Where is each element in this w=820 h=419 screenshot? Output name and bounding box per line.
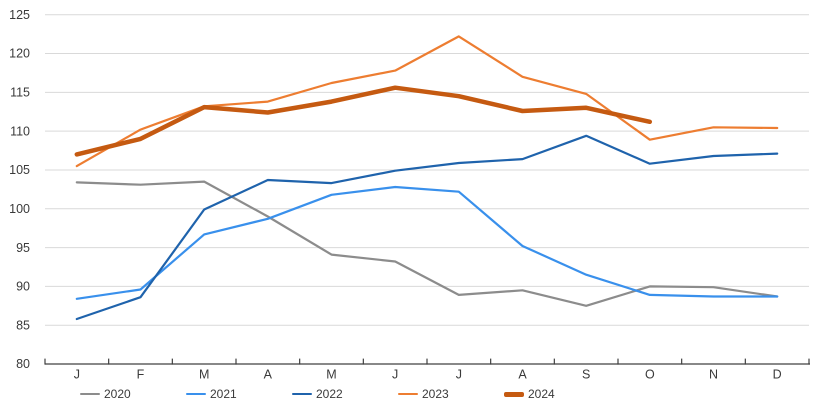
legend-swatch-2020 [80,392,100,396]
legend-label-2024: 2024 [528,387,555,401]
x-axis-label: M [326,368,336,382]
series-line-2021 [75,185,779,300]
x-axis-label: F [137,368,145,382]
y-axis-label: 80 [16,357,30,371]
y-axis-label: 105 [9,163,30,177]
legend-swatch-2023 [398,392,418,396]
x-axis-label: J [456,368,462,382]
x-axis-label: J [392,368,398,382]
x-axis-label: S [582,368,590,382]
y-axis-label: 95 [16,241,30,255]
x-axis-label: N [709,368,718,382]
y-axis-label: 120 [9,47,30,61]
legend-label-2020: 2020 [104,387,131,401]
y-axis-label: 90 [16,280,30,294]
legend-swatch-2022 [292,392,312,396]
y-axis-label: 100 [9,202,30,216]
y-axis-label: 115 [10,86,30,100]
x-axis-label: M [199,368,209,382]
legend-item-2020: 2020 [80,386,131,402]
legend-swatch-2024 [504,391,524,397]
series-line-2023 [75,35,779,168]
legend-item-2022: 2022 [292,386,343,402]
legend-label-2021: 2021 [210,387,237,401]
legend-item-2024: 2024 [504,386,555,402]
x-axis-label: A [264,368,273,382]
x-axis-label: O [645,368,655,382]
y-axis-label: 125 [9,8,30,22]
legend-item-2023: 2023 [398,386,449,402]
legend-label-2023: 2023 [422,387,449,401]
y-axis-label: 85 [16,318,30,332]
x-axis-label: D [773,368,782,382]
y-axis-label: 110 [10,124,30,138]
series-line-2024 [74,85,653,157]
legend-item-2021: 2021 [186,386,237,402]
x-axis-label: J [74,368,80,382]
legend-swatch-2021 [186,392,206,396]
series-line-2022 [75,134,779,321]
x-axis-label: A [518,368,527,382]
legend-label-2022: 2022 [316,387,343,401]
chart-legend: 2020 2021 2022 2023 2024 [0,386,820,406]
series-line-2020 [75,180,779,307]
